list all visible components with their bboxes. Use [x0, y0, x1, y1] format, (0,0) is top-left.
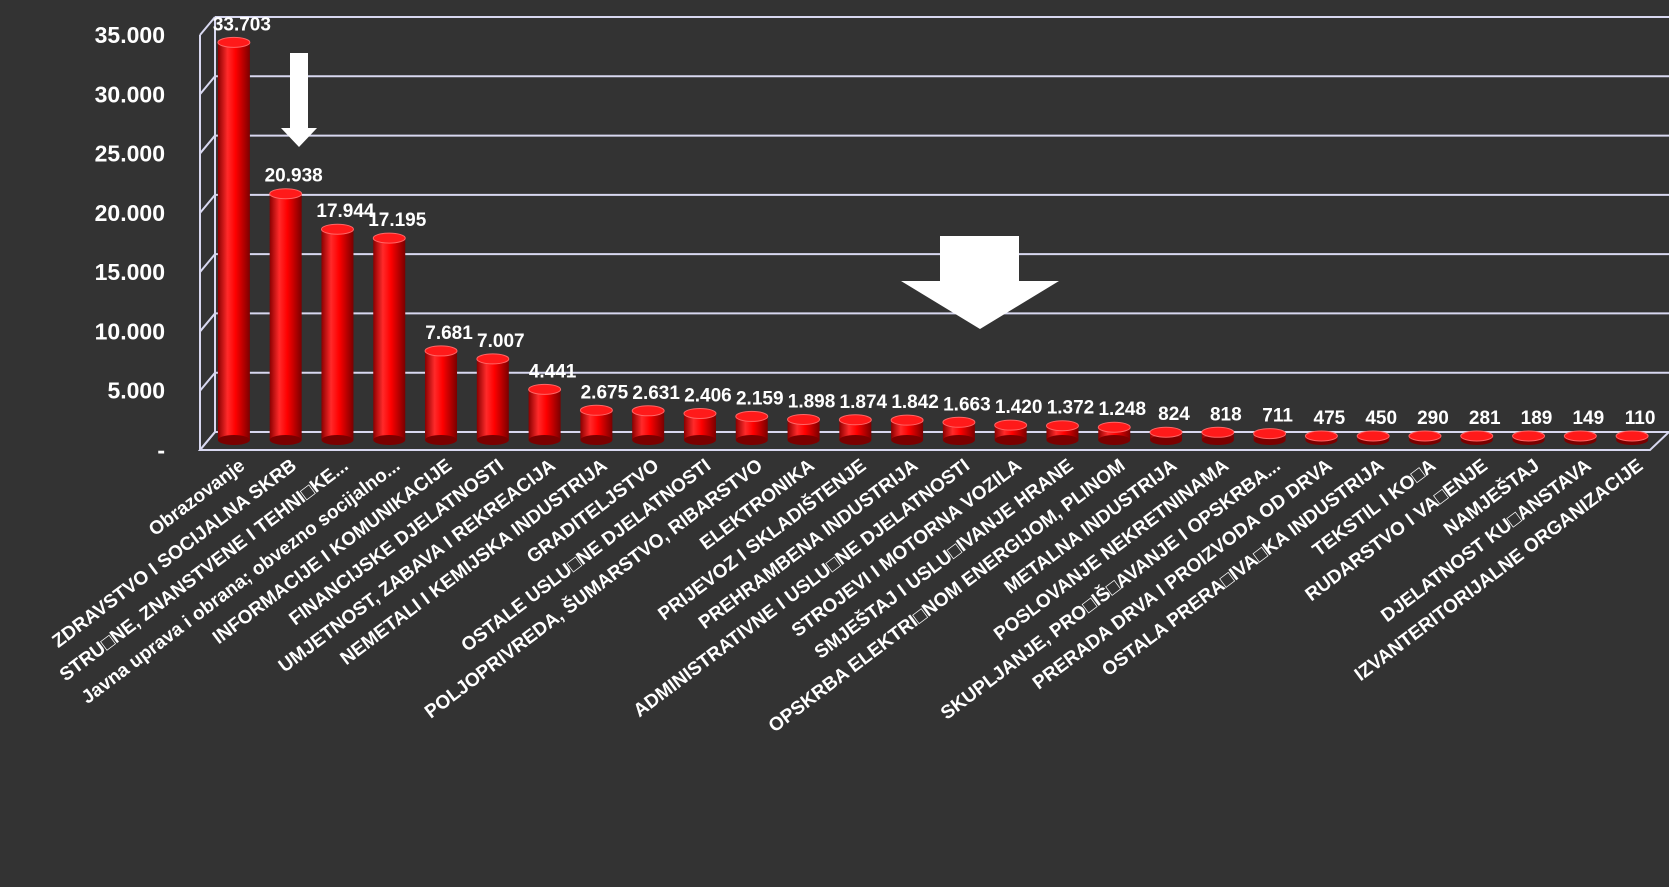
data-label: 1.842 — [891, 392, 939, 413]
bar — [1253, 428, 1287, 445]
data-label: 281 — [1469, 408, 1501, 429]
data-label: 450 — [1365, 408, 1397, 429]
bar — [1512, 430, 1546, 445]
bar — [1356, 430, 1390, 445]
y-tick-label: 25.000 — [95, 141, 165, 167]
data-label: 1.874 — [840, 392, 888, 413]
data-label: 2.406 — [684, 385, 732, 406]
gridline-depth — [199, 312, 216, 333]
data-label: 17.195 — [368, 210, 427, 231]
bar — [683, 407, 717, 445]
data-label: 818 — [1210, 404, 1242, 425]
bar — [838, 414, 872, 445]
bar — [942, 416, 976, 445]
data-label: 4.441 — [529, 361, 577, 382]
y-tick-label: 30.000 — [95, 81, 165, 107]
axis-layer: - 5.000 10.000 15.000 20.000 25.000 30.000 35.0… — [95, 17, 1669, 463]
bar — [631, 405, 665, 445]
arrow-down-small-icon — [281, 53, 317, 147]
data-label: 17.944 — [316, 201, 375, 222]
bar — [735, 410, 769, 445]
gridline-depth — [199, 253, 216, 273]
data-label: 1.420 — [995, 397, 1043, 418]
gridline-depth — [199, 16, 216, 36]
chart-floor — [197, 431, 1669, 451]
arrow-down-large-icon — [901, 236, 1059, 329]
data-label: 1.898 — [788, 391, 836, 412]
bar — [1408, 430, 1442, 445]
bar — [320, 223, 354, 445]
annotation-layer — [281, 53, 1059, 329]
data-label: 20.938 — [265, 166, 323, 187]
bar — [476, 353, 510, 445]
gridline-depth — [199, 372, 216, 392]
data-label: 824 — [1158, 404, 1190, 425]
y-tick-label: 15.000 — [95, 259, 165, 285]
bar — [1045, 420, 1079, 445]
data-label: 2.159 — [736, 388, 784, 409]
grid-layer — [199, 16, 1669, 451]
data-label: 1.663 — [943, 394, 991, 415]
bar — [787, 413, 821, 445]
data-label: 189 — [1521, 408, 1553, 429]
y-tick-label: 5.000 — [107, 378, 165, 404]
data-label: 1.248 — [1098, 399, 1146, 420]
bar — [1097, 421, 1131, 445]
bar — [579, 404, 613, 445]
data-label: 2.675 — [581, 382, 629, 403]
bar — [1615, 430, 1649, 445]
bar — [1201, 426, 1235, 445]
data-label: 711 — [1262, 406, 1293, 427]
y-tick-label: 10.000 — [95, 318, 165, 344]
data-label: 475 — [1314, 408, 1346, 429]
bar — [1304, 430, 1338, 445]
data-label: 7.007 — [477, 331, 525, 352]
bar — [269, 188, 303, 445]
bar — [1149, 426, 1183, 445]
gridline-depth — [199, 75, 216, 95]
bar — [890, 414, 924, 445]
data-label: 110 — [1625, 408, 1656, 429]
bar — [528, 383, 562, 445]
bar — [217, 36, 251, 445]
bar-layer — [217, 36, 1649, 445]
gridline-depth — [199, 134, 216, 155]
bar — [1563, 430, 1597, 445]
y-tick-label: 35.000 — [95, 22, 165, 48]
y-tick-label: - — [157, 437, 165, 463]
data-label: 7.681 — [425, 323, 473, 344]
y-tick-label: 20.000 — [95, 200, 165, 226]
bar — [372, 232, 406, 445]
bar — [1460, 430, 1494, 445]
data-label: 2.631 — [632, 383, 680, 404]
gridline-depth — [199, 194, 216, 214]
data-label: 1.372 — [1047, 398, 1095, 419]
data-label: 149 — [1572, 408, 1604, 429]
data-label: 33.703 — [213, 14, 271, 35]
data-label: 290 — [1417, 408, 1449, 429]
bar — [424, 345, 458, 445]
bar — [994, 419, 1028, 445]
